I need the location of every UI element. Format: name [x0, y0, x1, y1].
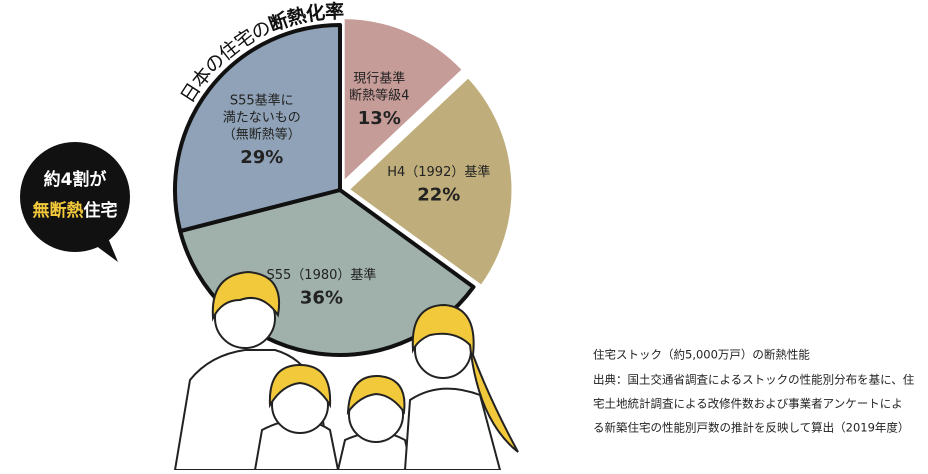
slice-label: （無断熱等） [223, 126, 301, 142]
footnote-line: 宅土地統計調査による改修件数および事業者アンケートによ [593, 397, 903, 411]
slice-label: 満たないもの [223, 110, 301, 125]
slice-label: S55基準に [230, 92, 294, 108]
slice-label: H4（1992）基準 [387, 164, 490, 180]
slice-label: 現行基準 [353, 71, 405, 87]
callout-rest: 住宅 [84, 200, 118, 221]
slice-label: 断熱等級4 [349, 88, 409, 104]
callout-text: 無断熱住宅 [33, 200, 118, 221]
pie-slice [341, 16, 465, 185]
slice-label: S55（1980）基準 [267, 267, 377, 283]
illustration [173, 270, 519, 471]
footnote-title: 住宅ストック（約5,000万戸）の断熱性能 [593, 348, 810, 362]
pie-slice [346, 75, 515, 288]
value-label: 36% [300, 288, 343, 309]
callout-text: 約4割が [44, 169, 107, 190]
callout: 約4割が 無断熱住宅 [20, 142, 130, 262]
value-label: 29% [240, 147, 283, 168]
value-label: 13% [358, 108, 401, 129]
callout-highlight: 無断熱 [33, 200, 84, 221]
pie-slice [173, 23, 342, 234]
footnote-line: 出典：国土交通省調査によるストックの性能別分布を基に、住 [593, 373, 915, 387]
value-label: 22% [417, 184, 460, 205]
footnote: 住宅ストック（約5,000万戸）の断熱性能 出典：国土交通省調査によるストックの… [593, 348, 915, 435]
footnote-line: る新築住宅の性能別戸数の推計を反映して算出（2019年度） [593, 421, 909, 435]
